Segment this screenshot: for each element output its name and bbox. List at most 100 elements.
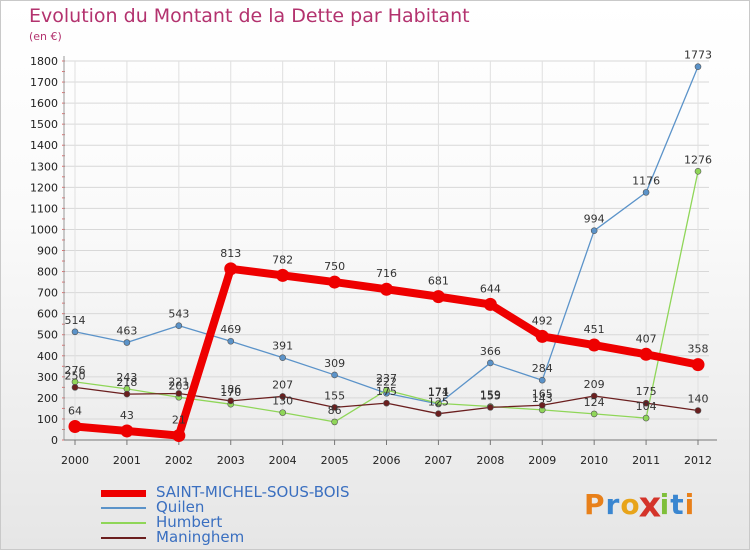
logo-letter: r	[605, 488, 621, 521]
data-label: 170	[220, 386, 241, 399]
data-label: 125	[428, 396, 449, 409]
data-label: 492	[532, 314, 553, 327]
x-tick-label: 2010	[580, 454, 608, 467]
data-point	[639, 347, 653, 361]
data-point	[331, 404, 338, 411]
data-label: 407	[636, 332, 657, 345]
legend-swatch	[101, 537, 146, 539]
grid-lines	[64, 60, 709, 441]
data-label: 994	[584, 213, 605, 226]
x-tick-label: 2002	[165, 454, 193, 467]
logo-letter: o	[620, 488, 641, 521]
data-label: 175	[376, 385, 397, 398]
data-label: 43	[120, 409, 134, 422]
data-point	[120, 424, 134, 438]
logo-letter: P	[584, 488, 606, 521]
data-label: 124	[584, 396, 605, 409]
legend-label: Humbert	[156, 513, 223, 531]
data-label: 159	[480, 389, 501, 402]
y-tick-label: 1400	[30, 139, 58, 152]
y-tick-label: 200	[37, 392, 58, 405]
legend-label: Quilen	[156, 498, 205, 516]
data-point	[487, 404, 494, 411]
data-label: 171	[428, 386, 449, 399]
data-point	[590, 410, 598, 418]
data-label: 175	[636, 385, 657, 398]
data-point	[68, 420, 82, 434]
chart-unit: (en €)	[29, 30, 62, 43]
chart-title: Evolution du Montant de la Dette par Hab…	[29, 5, 470, 27]
data-label: 391	[272, 340, 293, 353]
logo-letter: i	[684, 488, 696, 521]
proxiti-logo: Proxiti	[584, 484, 696, 525]
data-point	[694, 63, 702, 70]
legend-label: SAINT-MICHEL-SOUS-BOIS	[156, 483, 350, 501]
data-label: 644	[480, 282, 501, 295]
data-label: 1276	[684, 153, 712, 166]
data-point	[331, 371, 338, 379]
data-label: 309	[324, 357, 345, 370]
data-point	[483, 297, 497, 311]
y-tick-label: 400	[37, 350, 58, 363]
data-label: 243	[116, 371, 137, 384]
x-tick-label: 2007	[424, 454, 452, 467]
legend-swatch	[101, 507, 146, 509]
logo-letter: x	[638, 483, 663, 526]
data-label: 155	[480, 389, 501, 402]
x-tick-label: 2003	[217, 454, 245, 467]
x-tick-label: 2008	[476, 454, 504, 467]
data-label: 174	[428, 385, 449, 398]
data-label: 451	[584, 323, 605, 336]
data-label: 207	[272, 378, 293, 391]
x-tick-label: 2004	[269, 454, 297, 467]
data-label: 143	[532, 392, 553, 405]
data-point	[590, 227, 598, 235]
y-tick-label: 1800	[30, 55, 58, 68]
data-point	[383, 399, 390, 407]
data-point	[227, 397, 235, 405]
data-labels: 514 463 543 469 391 309 222 171 366 284 994 1176 177…	[65, 49, 713, 427]
logo-letter: t	[670, 488, 685, 521]
y-tick-label: 1300	[30, 160, 58, 173]
data-label: 203	[168, 379, 189, 392]
x-tick-label: 2005	[321, 454, 349, 467]
data-point	[435, 400, 442, 407]
data-point	[123, 339, 131, 346]
data-point	[383, 386, 390, 394]
data-label: 782	[272, 253, 293, 266]
data-point	[279, 354, 286, 361]
data-label: 250	[65, 369, 86, 382]
y-tick-label: 1600	[30, 97, 58, 110]
data-point	[642, 414, 650, 422]
data-point	[642, 189, 650, 196]
y-tick-label: 1500	[30, 118, 58, 131]
y-tick-label: 600	[37, 308, 58, 321]
data-point	[71, 384, 79, 391]
data-label: 140	[688, 393, 709, 406]
data-label: 165	[532, 387, 553, 400]
logo-letter: i	[659, 488, 671, 521]
data-point	[224, 262, 238, 276]
data-label: 218	[116, 376, 137, 389]
series-group	[68, 63, 705, 443]
data-point	[691, 358, 705, 372]
data-point	[694, 407, 702, 414]
x-tick-label: 2006	[373, 454, 401, 467]
data-label: 104	[636, 400, 657, 413]
data-label: 358	[688, 343, 709, 356]
y-tick-label: 1700	[30, 76, 58, 89]
data-point	[487, 359, 494, 367]
y-tick-label: 1200	[30, 181, 58, 194]
data-label: 64	[68, 405, 82, 418]
x-tick-label: 2001	[113, 454, 141, 467]
data-label: 21	[172, 414, 186, 427]
data-label: 155	[324, 389, 345, 402]
data-point	[227, 337, 235, 345]
data-point	[331, 418, 338, 426]
data-point	[590, 392, 598, 400]
data-point	[694, 168, 702, 175]
x-tick-label: 2012	[684, 454, 712, 467]
y-tick-label: 1100	[30, 202, 58, 215]
data-point	[175, 390, 183, 397]
